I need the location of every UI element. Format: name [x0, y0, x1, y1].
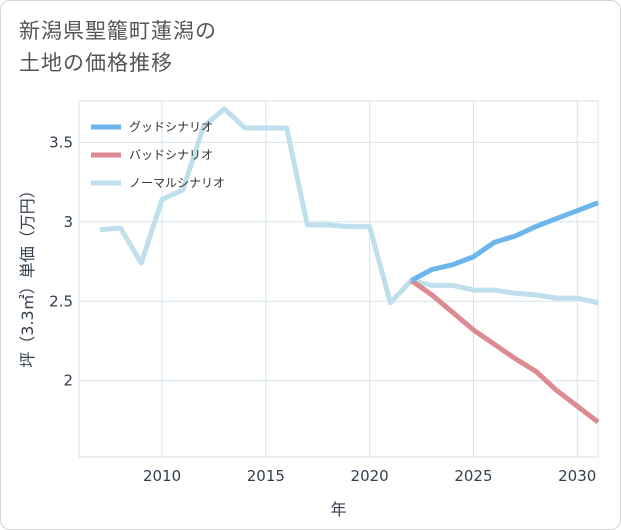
- legend-label-2: バッドシナリオ: [129, 148, 213, 162]
- series-line-2: [409, 278, 600, 424]
- x-tick-label: 2025: [454, 467, 492, 485]
- legend-label-3: ノーマルシナリオ: [129, 176, 225, 190]
- series-line-1: [410, 200, 599, 283]
- series-lines: [99, 106, 600, 424]
- title-line-2: 土地の価格推移: [19, 51, 173, 75]
- x-tick-label: 2020: [351, 467, 389, 485]
- grid-lines: [78, 100, 599, 458]
- series-line-3: [99, 106, 599, 306]
- y-tick-label: 3.5: [49, 133, 73, 151]
- title-line-1: 新潟県聖籠町蓮潟の: [19, 19, 217, 43]
- x-tick-labels: 2010 2015 2020 2025 2030: [143, 467, 596, 485]
- x-axis-title: 年: [330, 500, 346, 519]
- plot-border: [78, 100, 599, 458]
- y-axis-title: 坪（3.3㎡）単価（万円）: [18, 182, 37, 367]
- y-tick-label: 2.5: [49, 292, 73, 310]
- x-tick-label: 2015: [247, 467, 285, 485]
- y-tick-labels: 2 2.5 3 3.5: [49, 133, 73, 389]
- chart-title: 新潟県聖籠町蓮潟の 土地の価格推移: [19, 15, 217, 79]
- y-tick-label: 3: [63, 213, 73, 231]
- legend-label-1: グッドシナリオ: [129, 120, 213, 134]
- x-tick-label: 2010: [143, 467, 181, 485]
- x-tick-label: 2030: [558, 467, 596, 485]
- y-tick-label: 2: [63, 372, 73, 390]
- plot-area: [79, 101, 598, 457]
